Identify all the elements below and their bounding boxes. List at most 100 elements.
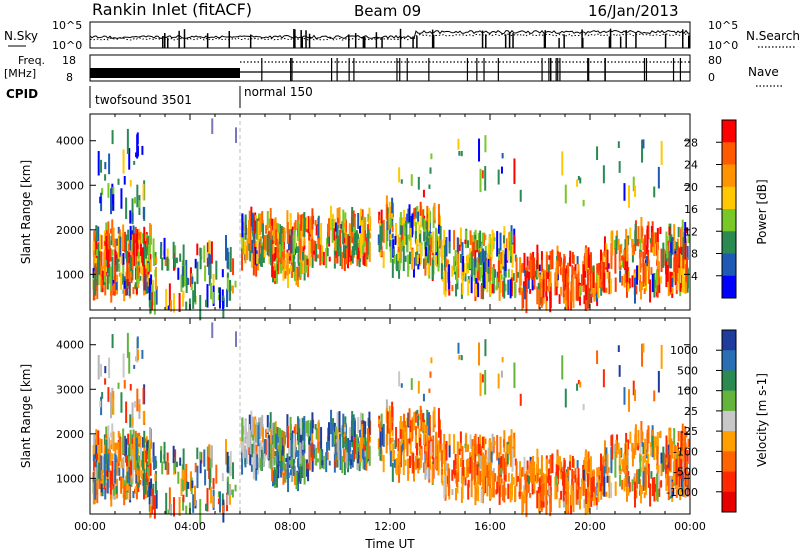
velocity-echo <box>266 438 269 460</box>
velocity-echo <box>112 431 115 452</box>
power-echo <box>263 235 266 252</box>
velocity-echo <box>139 447 142 461</box>
velocity-echo <box>146 472 149 482</box>
velocity-echo <box>456 482 459 494</box>
power-echo <box>352 210 355 227</box>
velocity-echo <box>463 466 466 481</box>
velocity-echo <box>159 450 162 463</box>
power-echo <box>317 217 320 240</box>
velocity-echo <box>540 500 543 508</box>
power-echo <box>122 149 125 174</box>
power-echo <box>260 245 263 267</box>
power-echo <box>428 208 431 232</box>
velocity-echo <box>187 481 190 489</box>
velocity-echo <box>679 487 682 496</box>
power-echo <box>596 263 599 276</box>
power-echo <box>117 256 120 263</box>
velocity-echo <box>398 371 401 387</box>
power-echo <box>265 235 268 252</box>
velocity-echo <box>492 477 495 498</box>
velocity-echo <box>662 446 665 472</box>
velocity-echo <box>136 336 139 349</box>
power-echo <box>347 249 350 269</box>
power-echo <box>150 284 153 293</box>
velocity-echo <box>122 457 125 469</box>
power-echo <box>400 222 403 235</box>
y-tick-label: 1000 <box>56 472 84 485</box>
velocity-echo <box>248 414 251 431</box>
velocity-echo <box>622 460 625 473</box>
power-echo <box>567 282 570 307</box>
velocity-echo <box>660 452 663 464</box>
power-echo <box>406 234 409 253</box>
power-echo <box>686 245 689 260</box>
velocity-echo <box>212 478 215 489</box>
power-echo <box>577 278 580 286</box>
power-echo <box>484 245 487 255</box>
velocity-echo <box>488 438 491 460</box>
power-echo <box>550 251 553 270</box>
velocity-echo <box>343 427 346 432</box>
velocity-echo <box>602 464 605 487</box>
power-echo <box>95 225 98 247</box>
colorbar-tick-label: -25 <box>680 425 698 438</box>
power-echo <box>155 256 158 264</box>
velocity-echo <box>685 431 688 438</box>
velocity-echo <box>481 459 484 482</box>
power-echo <box>413 215 416 227</box>
velocity-echo <box>342 413 345 435</box>
power-echo <box>389 239 392 252</box>
power-echo <box>315 224 318 236</box>
power-echo <box>277 252 280 258</box>
power-echo <box>392 239 395 258</box>
power-echo <box>112 194 115 211</box>
power-echo <box>525 267 528 293</box>
power-echo <box>273 253 276 262</box>
power-echo <box>279 224 282 248</box>
velocity-echo <box>104 378 107 385</box>
velocity-echo <box>277 445 280 467</box>
y-tick-label: 2000 <box>56 224 84 237</box>
power-echo <box>168 283 171 306</box>
power-echo <box>502 280 505 297</box>
velocity-echo <box>344 424 347 434</box>
velocity-echo <box>457 342 460 354</box>
velocity-echo <box>428 412 431 436</box>
power-echo <box>499 272 502 293</box>
power-echo <box>579 177 582 184</box>
power-echo <box>492 273 495 294</box>
velocity-echo <box>606 453 609 477</box>
colorbar-swatch <box>722 330 736 351</box>
velocity-echo <box>331 423 334 447</box>
velocity-echo <box>544 474 547 496</box>
velocity-echo <box>274 451 277 464</box>
velocity-echo <box>393 459 396 468</box>
power-echo <box>555 260 558 272</box>
velocity-echo <box>351 450 354 468</box>
colorbar-tick-label: -1000 <box>666 486 698 499</box>
power-echo <box>527 272 530 289</box>
velocity-echo <box>427 437 430 444</box>
power-echo <box>351 206 354 232</box>
power-echo <box>627 185 630 208</box>
power-echo <box>496 277 499 290</box>
freq-traces <box>90 58 690 81</box>
velocity-echo <box>109 452 112 466</box>
power-echo <box>281 233 284 252</box>
power-echo <box>127 257 130 265</box>
power-echo <box>634 277 637 304</box>
velocity-echo <box>510 429 513 452</box>
power-echo <box>683 277 686 294</box>
velocity-echo <box>649 442 652 448</box>
power-echo <box>194 258 197 269</box>
velocity-echo <box>391 462 394 482</box>
power-echo <box>643 288 646 294</box>
velocity-echo <box>178 496 181 517</box>
power-echo <box>391 197 394 222</box>
power-echo <box>627 283 630 292</box>
power-echo <box>423 218 426 233</box>
velocity-echo <box>126 455 129 467</box>
velocity-echo <box>96 470 99 481</box>
power-echo <box>316 254 319 259</box>
velocity-echo <box>123 379 126 389</box>
